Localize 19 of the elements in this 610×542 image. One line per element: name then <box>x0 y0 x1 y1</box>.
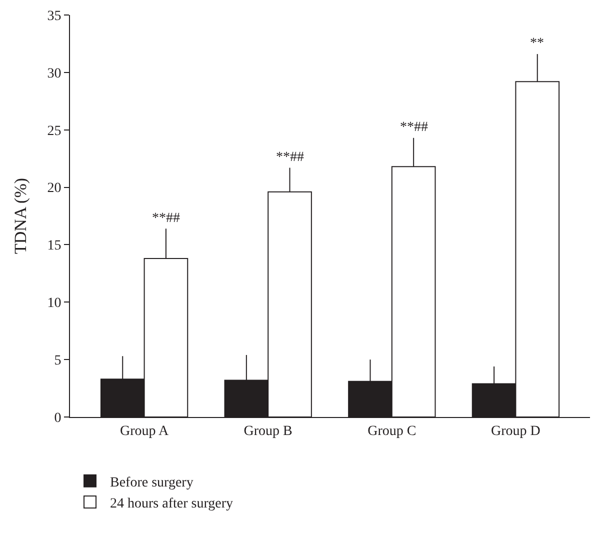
legend-label: Before surgery <box>110 475 194 490</box>
legend-label: 24 hours after surgery <box>110 496 233 512</box>
y-tick-label: 30 <box>47 66 62 82</box>
annotation: **## <box>152 211 180 226</box>
y-tick-label: 0 <box>54 410 62 426</box>
y-tick-label: 15 <box>47 238 62 254</box>
x-tick-label: Group A <box>120 424 170 439</box>
y-axis-title: TDNA (%) <box>11 178 30 254</box>
x-tick-label: Group D <box>491 424 540 439</box>
x-tick-label: Group C <box>368 424 416 439</box>
y-tick-label: 25 <box>47 124 62 139</box>
annotation: **## <box>400 120 428 135</box>
annotation: ** <box>530 36 544 51</box>
y-tick-label: 10 <box>47 296 62 312</box>
y-tick-label: 35 <box>47 8 62 24</box>
y-tick-label: 5 <box>54 353 62 368</box>
y-tick-label: 20 <box>47 181 62 196</box>
annotation: **## <box>276 150 304 165</box>
x-tick-label: Group B <box>244 424 292 439</box>
